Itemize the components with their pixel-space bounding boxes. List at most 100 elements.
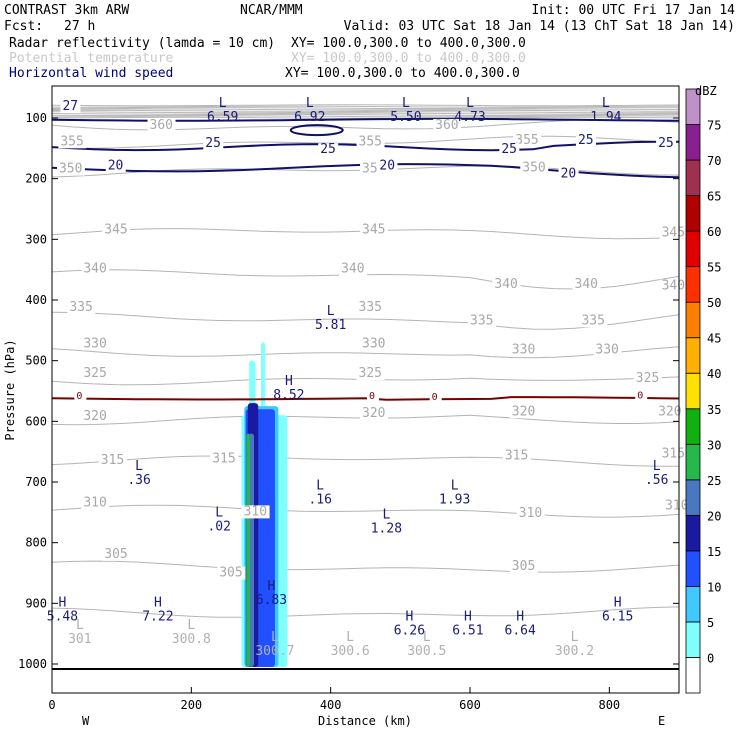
- extremum-mark: H: [405, 609, 413, 624]
- y-tick-label: 900: [25, 596, 47, 610]
- extremum-value: .56: [645, 473, 668, 488]
- colorbar-swatch: [685, 443, 701, 481]
- colorbar-swatch: [685, 124, 701, 161]
- theta-label-bg: [356, 300, 385, 314]
- colorbar-swatch: [685, 230, 701, 268]
- theta-label: 315: [505, 449, 528, 464]
- wind-contour-closed: [289, 124, 344, 137]
- theta-line-335: [51, 311, 680, 330]
- theta-label: 325: [636, 371, 659, 386]
- theta-label-bg: [513, 134, 542, 148]
- wind-label-bg: [656, 137, 677, 151]
- theta-label-bg: [502, 449, 531, 463]
- theta-label-bg: [58, 135, 87, 149]
- theta-label: 340: [494, 277, 517, 292]
- extremum-value: 7.22: [142, 609, 173, 624]
- extremum-value: .16: [308, 492, 331, 507]
- wind-label-bg: [558, 167, 579, 181]
- freezing-label: 0: [432, 392, 438, 403]
- surface-theta-mark: L: [346, 630, 354, 645]
- upper-theta-line: [51, 111, 680, 114]
- wind-label-bg: [377, 159, 398, 173]
- reflectivity-column: [241, 342, 288, 668]
- extremum-mark: H: [516, 609, 524, 624]
- extremum-mark: L: [306, 96, 314, 111]
- surface-theta-value: 300.2: [555, 644, 594, 659]
- theta-label: 315: [212, 452, 235, 467]
- model-title: CONTRAST 3km ARW: [4, 3, 129, 18]
- wind-label: 27: [62, 99, 78, 114]
- theta-label: 355: [515, 133, 538, 148]
- theta-label-bg: [516, 507, 545, 521]
- theta-label: 360: [435, 118, 458, 133]
- east-end-label: E: [658, 714, 665, 728]
- y-tick-label: 100: [25, 111, 47, 125]
- theta-label: 345: [362, 222, 385, 237]
- freezing-contour-line: [51, 396, 680, 401]
- y-tick-label: 300: [25, 232, 47, 246]
- surface-theta-value: 300.6: [331, 644, 370, 659]
- wind-label: 25: [501, 142, 517, 157]
- field-wind-xy: XY= 100.0,300.0 to 400.0,300.0: [285, 66, 520, 81]
- surface-theta-value: 300.7: [255, 644, 294, 659]
- theta-label: 315: [662, 447, 685, 462]
- surface-theta-value: 301: [68, 632, 91, 647]
- theta-label: 340: [83, 262, 106, 277]
- colorbar-swatch: [685, 514, 701, 552]
- theta-label-bg: [663, 499, 692, 513]
- theta-label-bg: [468, 314, 496, 328]
- theta-label-bg: [633, 371, 662, 385]
- theta-label: 355: [359, 134, 382, 149]
- colorbar-level: 55: [707, 261, 721, 275]
- colorbar-level: 0: [707, 651, 714, 665]
- theta-label: 340: [341, 262, 364, 277]
- theta-label-bg: [572, 277, 601, 291]
- theta-label-bg: [339, 262, 368, 276]
- colorbar-swatch: [685, 657, 701, 694]
- extremum-mark: L: [327, 304, 335, 319]
- theta-label-bg: [509, 559, 538, 573]
- extremum-mark: L: [402, 96, 410, 111]
- theta-label: 325: [359, 366, 382, 381]
- theta-label-bg: [81, 337, 110, 351]
- theta-label-bg: [56, 162, 85, 176]
- theta-label: 335: [470, 313, 493, 328]
- wind-label: 20: [379, 159, 395, 174]
- extremum-mark: H: [614, 595, 622, 610]
- theta-label: 350: [522, 160, 545, 175]
- theta-label: 330: [595, 342, 618, 357]
- upper-theta-line: [51, 104, 680, 107]
- theta-line-310: [51, 504, 680, 518]
- colorbar-level: 35: [707, 403, 721, 417]
- theta-label-bg: [67, 300, 96, 314]
- colorbar-swatch: [685, 408, 701, 445]
- freezing-level-contour: [51, 396, 680, 401]
- theta-label: 335: [581, 313, 604, 328]
- x-tick-label: 800: [598, 698, 620, 712]
- x-tick-label: 0: [48, 698, 55, 712]
- y-tick-label: 800: [25, 536, 47, 550]
- theta-label-bg: [102, 547, 131, 561]
- extremum-value: 1.93: [439, 492, 470, 507]
- freezing-label-bg: [366, 388, 379, 402]
- theta-label-bg: [433, 118, 462, 132]
- colorbar-level: 15: [707, 545, 721, 559]
- colorbar-level: 60: [707, 225, 721, 239]
- theta-label: 320: [658, 404, 681, 419]
- extremum-mark: L: [451, 478, 459, 493]
- wind-label: 25: [320, 142, 336, 157]
- colorbar-swatch: [685, 88, 701, 125]
- west-end-label: W: [82, 714, 90, 728]
- x-axis-label: Distance (km): [318, 714, 412, 728]
- extremum-mark: L: [135, 459, 143, 474]
- freezing-label: 0: [76, 391, 82, 402]
- plot-frame: [51, 85, 680, 694]
- extremum-value: 5.48: [47, 609, 78, 624]
- extremum-value: 6.15: [602, 609, 633, 624]
- theta-label: 315: [101, 453, 124, 468]
- theta-label: 345: [662, 225, 685, 240]
- theta-label-bg: [356, 135, 385, 149]
- theta-label: 340: [575, 277, 598, 292]
- y-tick-label: 1000: [18, 657, 47, 671]
- colorbar-swatch: [685, 621, 701, 658]
